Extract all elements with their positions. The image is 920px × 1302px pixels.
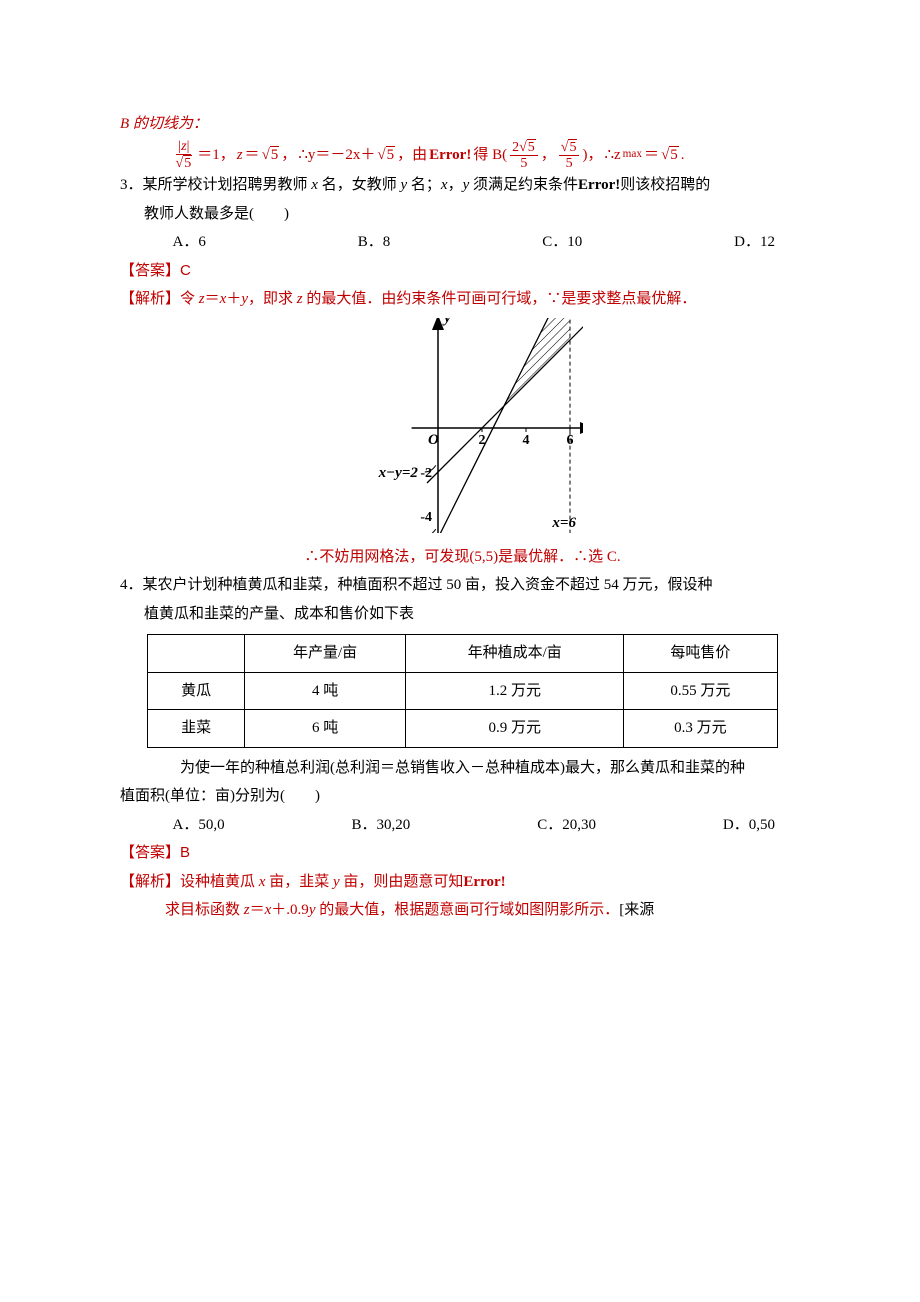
get-b: 得 B( xyxy=(473,141,507,170)
q4-l3b: ＝ xyxy=(250,902,265,918)
eq1: ＝1， xyxy=(197,141,235,170)
svg-text:2x−y=5: 2x−y=5 xyxy=(366,531,414,533)
q3-analysis-label: 【解析】 xyxy=(120,291,180,307)
q4-an-a: 设种植黄瓜 xyxy=(180,874,259,890)
svg-text:6: 6 xyxy=(566,433,573,448)
table-header xyxy=(148,635,245,673)
q3-ans-val: C xyxy=(180,262,191,279)
q4-number: 4． xyxy=(120,577,143,593)
q3: 3．某所学校计划招聘男教师 x 名，女教师 y 名；x，y 须满足约束条件Err… xyxy=(120,171,805,200)
q3-line2: 教师人数最多是( ) xyxy=(120,200,805,229)
q3-an-b: ＝ xyxy=(205,291,220,307)
q4-ta: 某农户计划种植黄瓜和韭菜，种植面积不超过 50 亩，投入资金不超过 54 万元，… xyxy=(143,577,713,593)
q4-options: A．50,0 B．30,20 C．20,30 D．0,50 xyxy=(120,811,805,840)
q4: 4．某农户计划种植黄瓜和韭菜，种植面积不超过 50 亩，投入资金不超过 54 万… xyxy=(120,571,805,600)
q4-post-a: 为使一年的种植总利润(总利润＝总销售收入－总种植成本)最大，那么黄瓜和韭菜的种 xyxy=(120,754,805,783)
q3-number: 3． xyxy=(120,177,143,193)
svg-text:-4: -4 xyxy=(420,510,432,525)
svg-text:x−y=2: x−y=2 xyxy=(377,465,418,481)
svg-text:y: y xyxy=(442,318,452,326)
z-var: z xyxy=(237,141,243,170)
table-row: 韭菜6 吨0.9 万元0.3 万元 xyxy=(148,710,777,748)
q3-an-c: ＋ xyxy=(226,291,241,307)
q3-options: A．6 B．8 C．10 D．12 xyxy=(120,228,805,257)
then-y: ∴y＝－2x＋ xyxy=(298,141,375,170)
q3-tf: 则该校招聘的 xyxy=(620,177,710,193)
q3-tb: 名，女教师 xyxy=(318,177,401,193)
q4-src: [来源 xyxy=(619,902,654,918)
period: . xyxy=(681,141,685,170)
q3-x2: x xyxy=(441,177,448,193)
max-sub: max xyxy=(623,144,642,165)
q4-opt-b: B．30,20 xyxy=(352,811,411,840)
q4-opt-d: D．0,50 xyxy=(723,811,775,840)
q3-opt-a: A．6 xyxy=(173,228,206,257)
q3-an-d: ，即求 xyxy=(248,291,297,307)
q3-ans-label: 【答案】 xyxy=(120,263,180,279)
q3-td: ， xyxy=(448,177,463,193)
table-cell: 1.2 万元 xyxy=(406,672,624,710)
q4-l3c: ＋.0.9 xyxy=(271,902,309,918)
q4-l3a: 求目标函数 xyxy=(165,902,244,918)
error-word-top: Error! xyxy=(429,141,471,170)
by-error: ，由 xyxy=(397,141,427,170)
q3-error: Error! xyxy=(578,177,620,193)
table-cell: 黄瓜 xyxy=(148,672,245,710)
q4-post-b: 植面积(单位：亩)分别为( ) xyxy=(120,782,805,811)
svg-text:x=6: x=6 xyxy=(551,515,576,531)
table-header: 每吨售价 xyxy=(624,635,777,673)
table-cell: 6 吨 xyxy=(244,710,405,748)
comma: ， xyxy=(541,141,556,170)
table-header: 年产量/亩 xyxy=(244,635,405,673)
table-header: 年种植成本/亩 xyxy=(406,635,624,673)
feasible-region-chart: 246-2-4-6Oxyx−y=22x−y=5x=6 xyxy=(120,318,805,533)
q3-x: x xyxy=(311,177,318,193)
q3-te: 须满足约束条件 xyxy=(469,177,578,193)
q3-tc: 名； xyxy=(407,177,441,193)
svg-text:O: O xyxy=(428,432,439,448)
q4-an-b: 亩，韭菜 xyxy=(265,874,333,890)
q4-an-c: 亩，则由题意可知 xyxy=(340,874,464,890)
q3-an-y: y xyxy=(241,291,248,307)
q4-analysis-label: 【解析】 xyxy=(120,874,180,890)
formula-row: |z|5 ＝1， z ＝ 5 ， ∴y＝－2x＋ 5 ，由 Error! 得 B… xyxy=(120,139,805,172)
table-cell: 韭菜 xyxy=(148,710,245,748)
q3-an-e: 的最大值．由约束条件可画可行域，∵是要求整点最优解． xyxy=(303,291,697,307)
q4-opt-c: C．20,30 xyxy=(537,811,596,840)
q4-error: Error! xyxy=(463,874,505,890)
svg-text:4: 4 xyxy=(522,433,529,448)
eq2: ＝ xyxy=(245,141,260,170)
q4-l3d: 的最大值，根据题意画可行域如图阴影所示． xyxy=(315,902,619,918)
table-cell: 0.9 万元 xyxy=(406,710,624,748)
table-cell: 0.55 万元 xyxy=(624,672,777,710)
q4-line2: 植黄瓜和韭菜的产量、成本和售价如下表 xyxy=(120,600,805,629)
q3-opt-c: C．10 xyxy=(542,228,582,257)
q3-opt-d: D．12 xyxy=(734,228,775,257)
close: )， xyxy=(582,141,602,170)
q4-an-y: y xyxy=(333,874,340,890)
table-cell: 4 吨 xyxy=(244,672,405,710)
q3-ta: 某所学校计划招聘男教师 xyxy=(143,177,312,193)
table-cell: 0.3 万元 xyxy=(624,710,777,748)
q4-opt-a: A．50,0 xyxy=(173,811,225,840)
table-row: 黄瓜4 吨1.2 万元0.55 万元 xyxy=(148,672,777,710)
q3-conclusion: ∴不妨用网格法，可发现(5,5)是最优解．∴选 C. xyxy=(120,543,805,572)
q4-ans-label: 【答案】 xyxy=(120,845,180,861)
tangent-prefix: B 的切线为： xyxy=(120,116,208,132)
q3-opt-b: B．8 xyxy=(358,228,391,257)
q3-an-a: 令 xyxy=(180,291,199,307)
svg-text:2: 2 xyxy=(478,433,485,448)
zmax: ∴z xyxy=(604,141,620,170)
q4-ans-val: B xyxy=(180,844,190,861)
eq3: ＝ xyxy=(644,141,659,170)
svg-text:-2: -2 xyxy=(420,466,432,481)
crop-table: 年产量/亩年种植成本/亩每吨售价 黄瓜4 吨1.2 万元0.55 万元韭菜6 吨… xyxy=(147,634,777,748)
